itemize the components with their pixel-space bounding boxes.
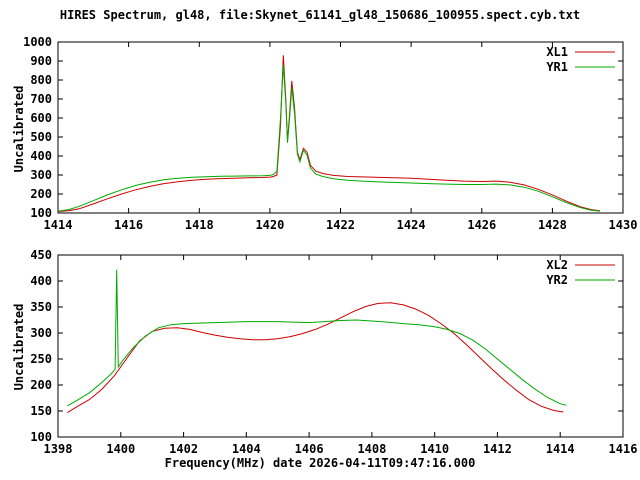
svg-text:1414: 1414 (546, 442, 575, 456)
svg-text:500: 500 (30, 130, 52, 144)
svg-text:XL2: XL2 (546, 258, 568, 272)
svg-text:800: 800 (30, 73, 52, 87)
svg-text:200: 200 (30, 187, 52, 201)
svg-text:YR1: YR1 (546, 60, 568, 74)
svg-text:300: 300 (30, 326, 52, 340)
svg-text:900: 900 (30, 54, 52, 68)
svg-text:1408: 1408 (357, 442, 386, 456)
svg-text:700: 700 (30, 92, 52, 106)
svg-text:150: 150 (30, 404, 52, 418)
svg-text:1426: 1426 (467, 218, 496, 232)
svg-text:YR2: YR2 (546, 273, 568, 287)
svg-text:100: 100 (30, 430, 52, 444)
svg-text:250: 250 (30, 352, 52, 366)
svg-text:400: 400 (30, 149, 52, 163)
svg-text:1398: 1398 (44, 442, 73, 456)
svg-text:600: 600 (30, 111, 52, 125)
x-axis-label: Frequency(MHz) date 2026-04-11T09:47:16.… (164, 456, 476, 470)
chart-title: HIRES Spectrum, gl48, file:Skynet_61141_… (59, 8, 581, 22)
svg-text:400: 400 (30, 274, 52, 288)
svg-text:1412: 1412 (483, 442, 512, 456)
svg-text:1430: 1430 (609, 218, 638, 232)
svg-text:1424: 1424 (397, 218, 426, 232)
svg-text:1402: 1402 (169, 442, 198, 456)
svg-text:1410: 1410 (420, 442, 449, 456)
svg-text:450: 450 (30, 248, 52, 262)
svg-text:1420: 1420 (255, 218, 284, 232)
svg-text:XL1: XL1 (546, 45, 568, 59)
svg-text:1428: 1428 (538, 218, 567, 232)
svg-text:1000: 1000 (23, 35, 52, 49)
svg-text:200: 200 (30, 378, 52, 392)
svg-text:350: 350 (30, 300, 52, 314)
svg-text:1406: 1406 (295, 442, 324, 456)
bottom-panel-plot: 1398 1400 1402 1404 1406 1408 1410 1412 1414 1416… (30, 248, 638, 456)
svg-text:1414: 1414 (44, 218, 73, 232)
svg-text:100: 100 (30, 206, 52, 220)
svg-text:1416: 1416 (114, 218, 143, 232)
top-panel-plot: 1414 1416 1418 1420 1422 1424 1426 1428 1430 100 2… (23, 35, 638, 232)
svg-text:1422: 1422 (326, 218, 355, 232)
svg-text:1418: 1418 (185, 218, 214, 232)
svg-text:1416: 1416 (609, 442, 638, 456)
svg-text:1400: 1400 (106, 442, 135, 456)
svg-text:300: 300 (30, 168, 52, 182)
svg-text:1404: 1404 (232, 442, 261, 456)
